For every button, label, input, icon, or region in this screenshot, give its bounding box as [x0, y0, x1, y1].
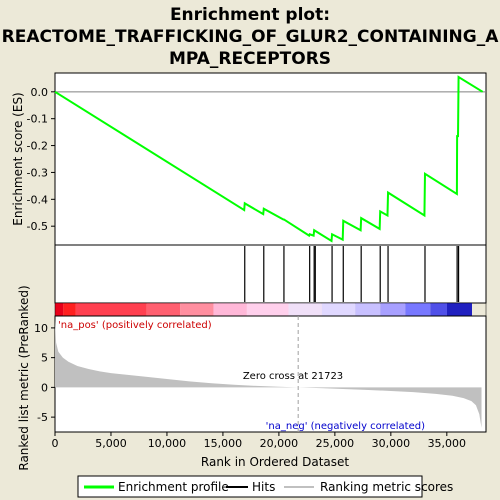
- legend-box: [77, 475, 423, 498]
- color-bar-segment: [430, 303, 447, 316]
- color-bar-segment: [446, 303, 472, 316]
- metric-y-ticks: 10 5 0 -5: [34, 322, 55, 424]
- metric-x-tick-label: 5,000: [95, 437, 127, 450]
- metric-x-ticks: 0 5,000 10,000 15,000 20,000 25,000 30,000 35,0…: [52, 432, 467, 450]
- color-bar-segment: [246, 303, 289, 316]
- chart-title-line-1: Enrichment plot:: [170, 5, 330, 25]
- es-y-tick-label: -0.5: [27, 220, 48, 233]
- metric-y-tick-label: -5: [37, 411, 48, 424]
- zero-cross-label: Zero cross at 21723: [243, 371, 343, 382]
- metric-x-tick-label: 25,000: [316, 437, 355, 450]
- metric-x-tick-label: 20,000: [260, 437, 299, 450]
- es-y-tick-label: -0.4: [27, 193, 48, 206]
- neg-correlated-label: 'na_neg' (negatively correlated): [266, 421, 425, 432]
- es-panel: [54, 72, 487, 246]
- color-bar-segment: [321, 303, 356, 316]
- chart-title-line-2: REACTOME_TRAFFICKING_OF_GLUR2_CONTAINING…: [2, 27, 500, 47]
- es-y-tick-label: -0.2: [27, 140, 48, 153]
- metric-panel: [54, 315, 487, 433]
- color-bar-segment: [180, 303, 214, 316]
- chart-title-line-3: MPA_RECEPTORS: [169, 49, 331, 69]
- color-bar-segment: [405, 303, 431, 316]
- metric-x-axis-label: Rank in Ordered Dataset: [201, 455, 349, 469]
- metric-y-axis-label: Ranked list metric (PreRanked): [17, 285, 31, 470]
- metric-x-tick-label: 10,000: [148, 437, 187, 450]
- es-y-ticks: 0.0 -0.1 -0.2 -0.3 -0.4 -0.5: [27, 86, 55, 233]
- color-bar-segment: [288, 303, 322, 316]
- color-bar-segment: [213, 303, 247, 316]
- metric-x-tick-label: 35,000: [428, 437, 467, 450]
- color-bar-segment: [146, 303, 181, 316]
- enrichment-profile-line: [54, 75, 484, 243]
- metric-x-tick-label: 0: [52, 437, 59, 450]
- pos-correlated-label: 'na_pos' (positively correlated): [58, 320, 212, 331]
- legend-metric-label: Ranking metric scores: [320, 480, 453, 494]
- metric-x-tick-label: 30,000: [372, 437, 411, 450]
- hits-panel: [54, 244, 487, 304]
- color-bar-segment: [380, 303, 406, 316]
- es-y-tick-label: -0.3: [27, 166, 48, 179]
- rank-color-bar: [54, 302, 487, 317]
- metric-y-tick-label: 0: [41, 381, 48, 394]
- es-y-tick-label: 0.0: [31, 86, 49, 99]
- es-y-axis-label: Enrichment score (ES): [11, 92, 25, 225]
- metric-y-tick-label: 5: [41, 352, 48, 365]
- legend-hits-label: Hits: [252, 480, 275, 494]
- color-bar-segment: [355, 303, 381, 316]
- metric-x-tick-label: 15,000: [204, 437, 243, 450]
- color-bar-segment: [75, 303, 147, 316]
- legend-enrichment-label: Enrichment profile: [118, 480, 229, 494]
- color-bar-segment: [55, 303, 64, 316]
- es-y-tick-label: -0.1: [27, 113, 48, 126]
- metric-y-tick-label: 10: [34, 322, 48, 335]
- color-bar-segment: [63, 303, 76, 316]
- hits-marks: [244, 246, 460, 302]
